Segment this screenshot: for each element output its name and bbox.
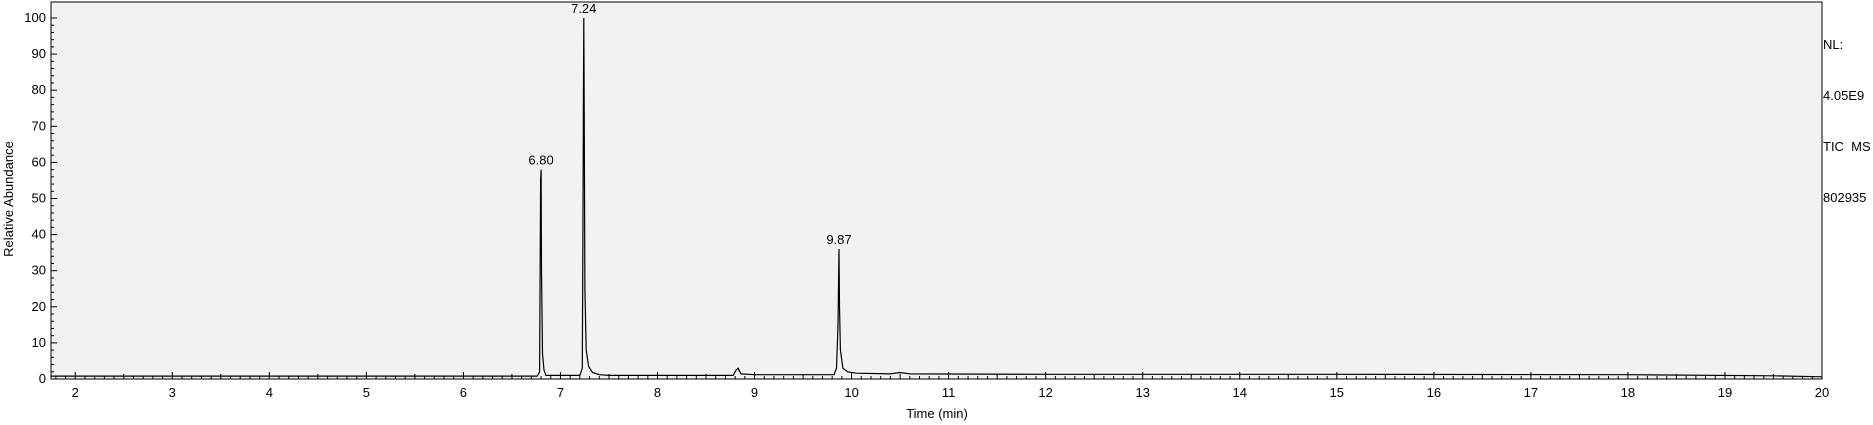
y-tick-label: 100: [24, 10, 46, 25]
peak-label: 9.87: [826, 232, 851, 247]
x-tick-label: 2: [72, 385, 79, 400]
x-tick-label: 5: [363, 385, 370, 400]
x-tick-label: 7: [557, 385, 564, 400]
y-tick-label: 50: [32, 191, 46, 206]
peak-label: 6.80: [528, 153, 553, 168]
y-tick-label: 60: [32, 154, 46, 169]
nl-value: 4.05E9: [1823, 88, 1865, 103]
x-tick-label: 6: [460, 385, 467, 400]
x-tick-label: 3: [169, 385, 176, 400]
x-tick-label: 17: [1524, 385, 1538, 400]
y-tick-label: 90: [32, 46, 46, 61]
y-tick-label: 80: [32, 82, 46, 97]
y-tick-label: 70: [32, 118, 46, 133]
y-tick-label: 30: [32, 263, 46, 278]
x-tick-label: 15: [1330, 385, 1344, 400]
file-number: 802935: [1823, 190, 1867, 205]
y-tick-label: 20: [32, 299, 46, 314]
x-tick-label: 18: [1621, 385, 1635, 400]
x-tick-label: 19: [1718, 385, 1732, 400]
peak-labels: 6.80 7.24 9.87: [528, 1, 851, 247]
x-tick-label: 12: [1038, 385, 1052, 400]
tic-trace: [51, 17, 1823, 378]
x-tick-label: 20: [1815, 385, 1829, 400]
x-tick-label: 13: [1135, 385, 1149, 400]
y-tick-label: 40: [32, 227, 46, 242]
normalization-info: NL: 4.05E9 TIC MS 802935: [1823, 2, 1871, 223]
x-tick-label: 9: [751, 385, 758, 400]
y-tick-label: 0: [39, 371, 46, 386]
y-axis-label: Relative Abundance: [1, 141, 16, 257]
y-tick-label: 10: [32, 335, 46, 350]
y-axis-ticks: 0 10 20 30 40 50 60 70 80 90 100: [24, 10, 57, 386]
scan-filter: TIC MS: [1823, 139, 1871, 154]
plot-area: [50, 1, 1823, 380]
x-tick-label: 11: [942, 385, 956, 400]
x-tick-label: 14: [1233, 385, 1247, 400]
x-tick-label: 4: [266, 385, 273, 400]
x-tick-label: 16: [1427, 385, 1441, 400]
x-axis-label: Time (min): [906, 406, 968, 421]
x-tick-label: 10: [844, 385, 858, 400]
peak-label: 7.24: [571, 1, 596, 16]
x-tick-label: 8: [654, 385, 661, 400]
nl-label: NL:: [1823, 37, 1844, 52]
